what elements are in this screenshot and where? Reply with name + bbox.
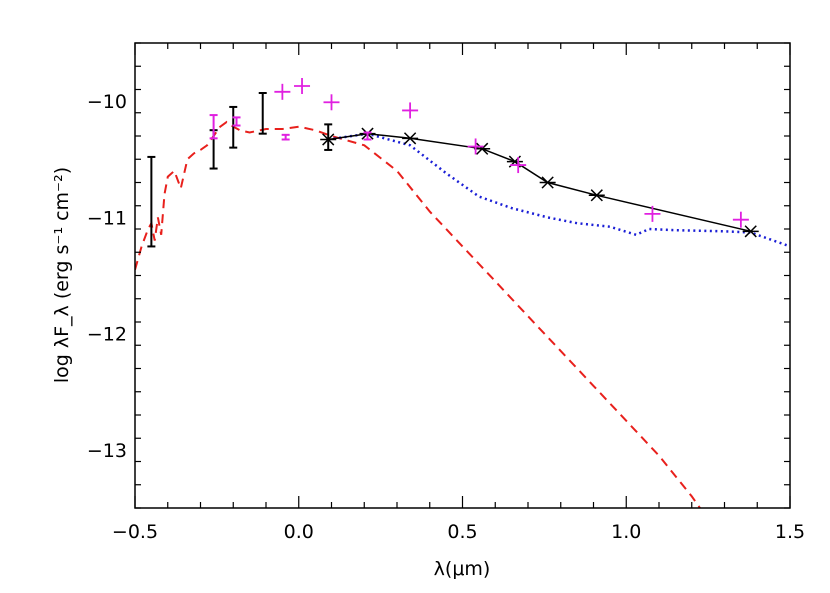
series-line-blue-dotted [328, 132, 790, 248]
asterisk-stroke [541, 176, 554, 189]
black-errorbar [147, 155, 156, 248]
magenta-plus-marker [510, 157, 527, 174]
magenta-errorbar [232, 116, 241, 127]
series-line-black [328, 132, 751, 233]
x-tick-label: 0.5 [447, 521, 477, 543]
magenta-plus-marker [467, 138, 484, 155]
y-tick-label: −12 [87, 324, 127, 346]
magenta-plus-marker [644, 205, 661, 222]
y-tick-label: −10 [87, 91, 127, 113]
x-axis-title: λ(μm) [434, 558, 491, 580]
magenta-errorbar [363, 131, 372, 141]
asterisk-marker [474, 142, 491, 155]
magenta-errorbar [281, 133, 290, 141]
black-errorbar [324, 123, 333, 151]
black-errorbar [229, 105, 238, 149]
magenta-plus-marker [294, 78, 311, 95]
magenta-plus-marker [402, 102, 419, 119]
y-tick-label: −13 [87, 440, 127, 462]
y-tick-label: −11 [87, 207, 127, 229]
black-errorbar [258, 91, 267, 135]
axis-ticks [134, 42, 791, 509]
asterisk-marker [402, 132, 419, 145]
chart-marks [135, 78, 790, 508]
magenta-plus-marker [732, 211, 749, 228]
x-tick-label: 1.5 [775, 521, 805, 543]
plot-area [135, 78, 790, 508]
asterisk-marker [539, 176, 556, 189]
magenta-plus-marker [323, 94, 340, 111]
asterisk-stroke [476, 142, 489, 155]
asterisk-stroke [403, 132, 417, 145]
asterisk-marker [588, 189, 605, 202]
series-line-red-dashed [135, 120, 702, 508]
asterisk-stroke [744, 225, 757, 238]
x-tick-label: 1.0 [611, 521, 641, 543]
x-tick-label: −0.5 [112, 521, 158, 543]
y-axis-title: log λF_λ (erg s⁻¹ cm⁻²) [51, 167, 73, 383]
asterisk-marker [742, 225, 759, 238]
tick-labels: −0.5 0.0 0.5 1.0 1.5 −13 −12 −11 −10 [87, 91, 805, 543]
magenta-plus-marker [274, 83, 291, 100]
magenta-errorbar [209, 114, 218, 140]
asterisk-stroke [590, 189, 603, 202]
x-tick-label: 0.0 [284, 521, 314, 543]
